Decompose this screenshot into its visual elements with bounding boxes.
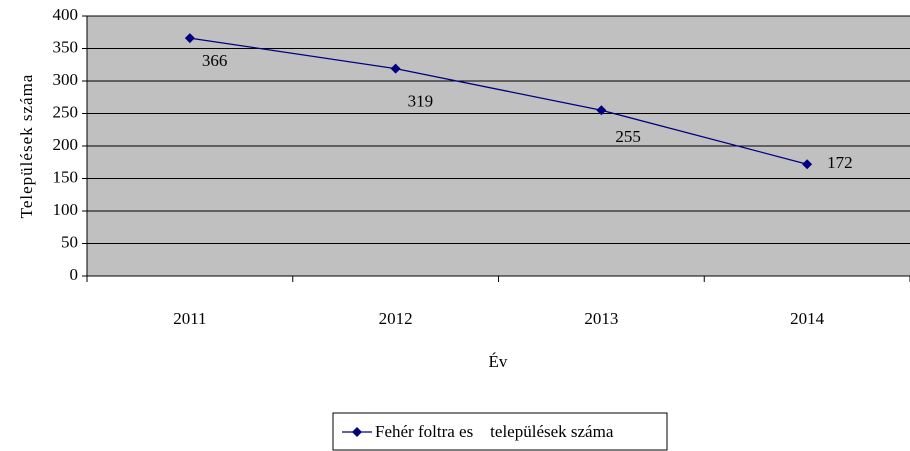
legend-marker [352,427,362,437]
y-tick-label: 150 [53,167,79,186]
data-label: 366 [202,51,228,70]
y-tick-label: 400 [53,5,79,24]
data-label: 172 [827,153,853,172]
y-tick-label: 0 [70,265,79,284]
y-tick-label: 200 [53,135,79,154]
data-point [390,63,401,74]
x-tick-label: 2011 [173,309,206,328]
x-tick-label: 2014 [790,309,825,328]
data-point [184,33,195,44]
y-tick-label: 250 [53,102,79,121]
data-label: 255 [615,127,641,146]
x-axis-label: Év [489,352,508,371]
data-point [596,105,607,116]
y-axis-label: Települések száma [17,74,36,219]
x-tick-label: 2012 [379,309,413,328]
data-label: 319 [408,92,434,111]
y-tick-label: 50 [61,232,78,251]
legend-label: Fehér foltra es települések száma [375,422,614,441]
legend-box [332,412,668,451]
y-tick-label: 100 [53,200,79,219]
y-tick-label: 350 [53,37,79,56]
y-tick-label: 300 [53,70,79,89]
x-tick-label: 2013 [584,309,618,328]
legend: Fehér foltra es települések száma [332,412,668,451]
data-point [802,159,813,170]
data-line [189,37,808,165]
